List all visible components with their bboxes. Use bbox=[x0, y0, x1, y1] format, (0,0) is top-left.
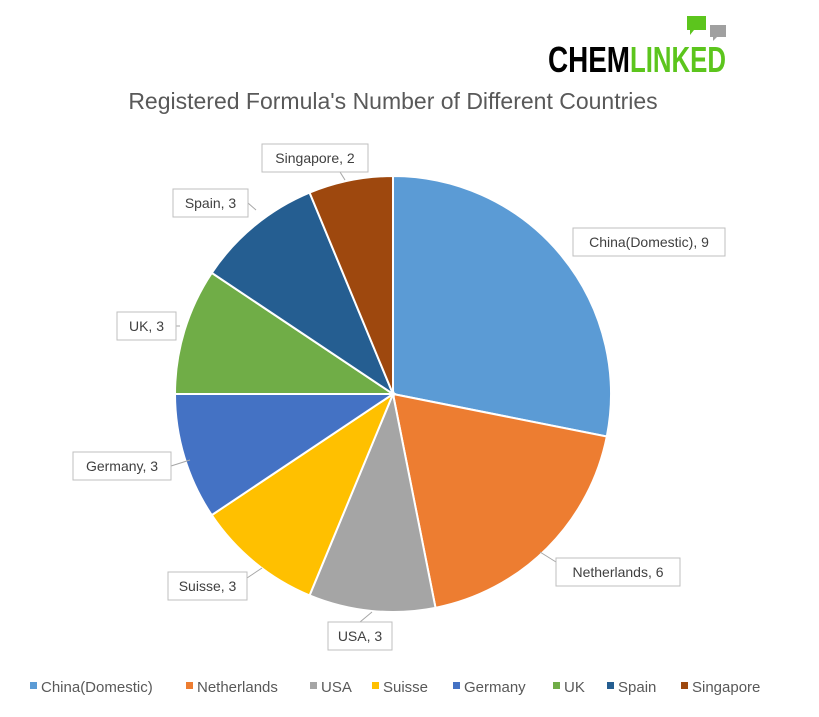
legend-item: Germany bbox=[453, 679, 526, 696]
data-label-text: Spain, 3 bbox=[185, 195, 237, 211]
logo-text-linked: LINKED bbox=[630, 39, 726, 80]
legend-label: Suisse bbox=[383, 679, 428, 696]
pie-slice-germany bbox=[173, 393, 397, 517]
pie-slice-netherlands bbox=[391, 392, 608, 609]
legend-label: UK bbox=[564, 679, 585, 696]
legend-label: Spain bbox=[618, 679, 656, 696]
pie-slice-usa bbox=[308, 390, 437, 613]
data-label: Germany, 3 bbox=[72, 451, 191, 481]
legend-swatch bbox=[310, 682, 317, 689]
pie-slice-uk bbox=[173, 271, 397, 395]
chart-title: Registered Formula's Number of Different… bbox=[128, 88, 657, 114]
pie-slice-china-domestic bbox=[392, 174, 612, 438]
legend-swatch bbox=[607, 682, 614, 689]
legend-label: China(Domestic) bbox=[41, 679, 153, 696]
data-label: Suisse, 3 bbox=[167, 567, 263, 601]
data-label-text: Singapore, 2 bbox=[275, 150, 355, 166]
legend-item: USA bbox=[310, 679, 352, 696]
legend-item: Singapore bbox=[681, 679, 760, 696]
legend-swatch bbox=[553, 682, 560, 689]
data-label: Netherlands, 6 bbox=[539, 551, 681, 587]
legend-label: USA bbox=[321, 679, 352, 696]
data-label: Spain, 3 bbox=[172, 188, 257, 218]
data-label-text: Suisse, 3 bbox=[179, 578, 237, 594]
legend-label: Netherlands bbox=[197, 679, 278, 696]
legend-label: Germany bbox=[464, 679, 526, 696]
legend-item: China(Domestic) bbox=[30, 679, 153, 696]
pie-slice-suisse bbox=[210, 391, 396, 597]
logo: CHEM LINKED bbox=[548, 16, 726, 80]
legend-swatch bbox=[372, 682, 379, 689]
pie-slice-spain bbox=[210, 191, 396, 397]
data-label-text: Netherlands, 6 bbox=[572, 564, 663, 580]
legend-swatch bbox=[681, 682, 688, 689]
legend-item: Spain bbox=[607, 679, 656, 696]
data-label-text: USA, 3 bbox=[338, 628, 383, 644]
legend-swatch bbox=[453, 682, 460, 689]
pie-slice-singapore bbox=[308, 174, 394, 395]
data-label-text: Germany, 3 bbox=[86, 458, 158, 474]
legend-swatch bbox=[186, 682, 193, 689]
data-label: UK, 3 bbox=[116, 311, 180, 341]
legend-label: Singapore bbox=[692, 679, 760, 696]
data-label: China(Domestic), 9 bbox=[572, 227, 726, 257]
legend-item: UK bbox=[553, 679, 585, 696]
data-label: USA, 3 bbox=[327, 611, 393, 651]
data-label-text: China(Domestic), 9 bbox=[589, 234, 709, 250]
logo-text-chem: CHEM bbox=[548, 39, 630, 80]
legend-item: Netherlands bbox=[186, 679, 278, 696]
data-label: Singapore, 2 bbox=[261, 143, 369, 181]
legend-item: Suisse bbox=[372, 679, 428, 696]
legend-swatch bbox=[30, 682, 37, 689]
data-label-text: UK, 3 bbox=[129, 318, 164, 334]
